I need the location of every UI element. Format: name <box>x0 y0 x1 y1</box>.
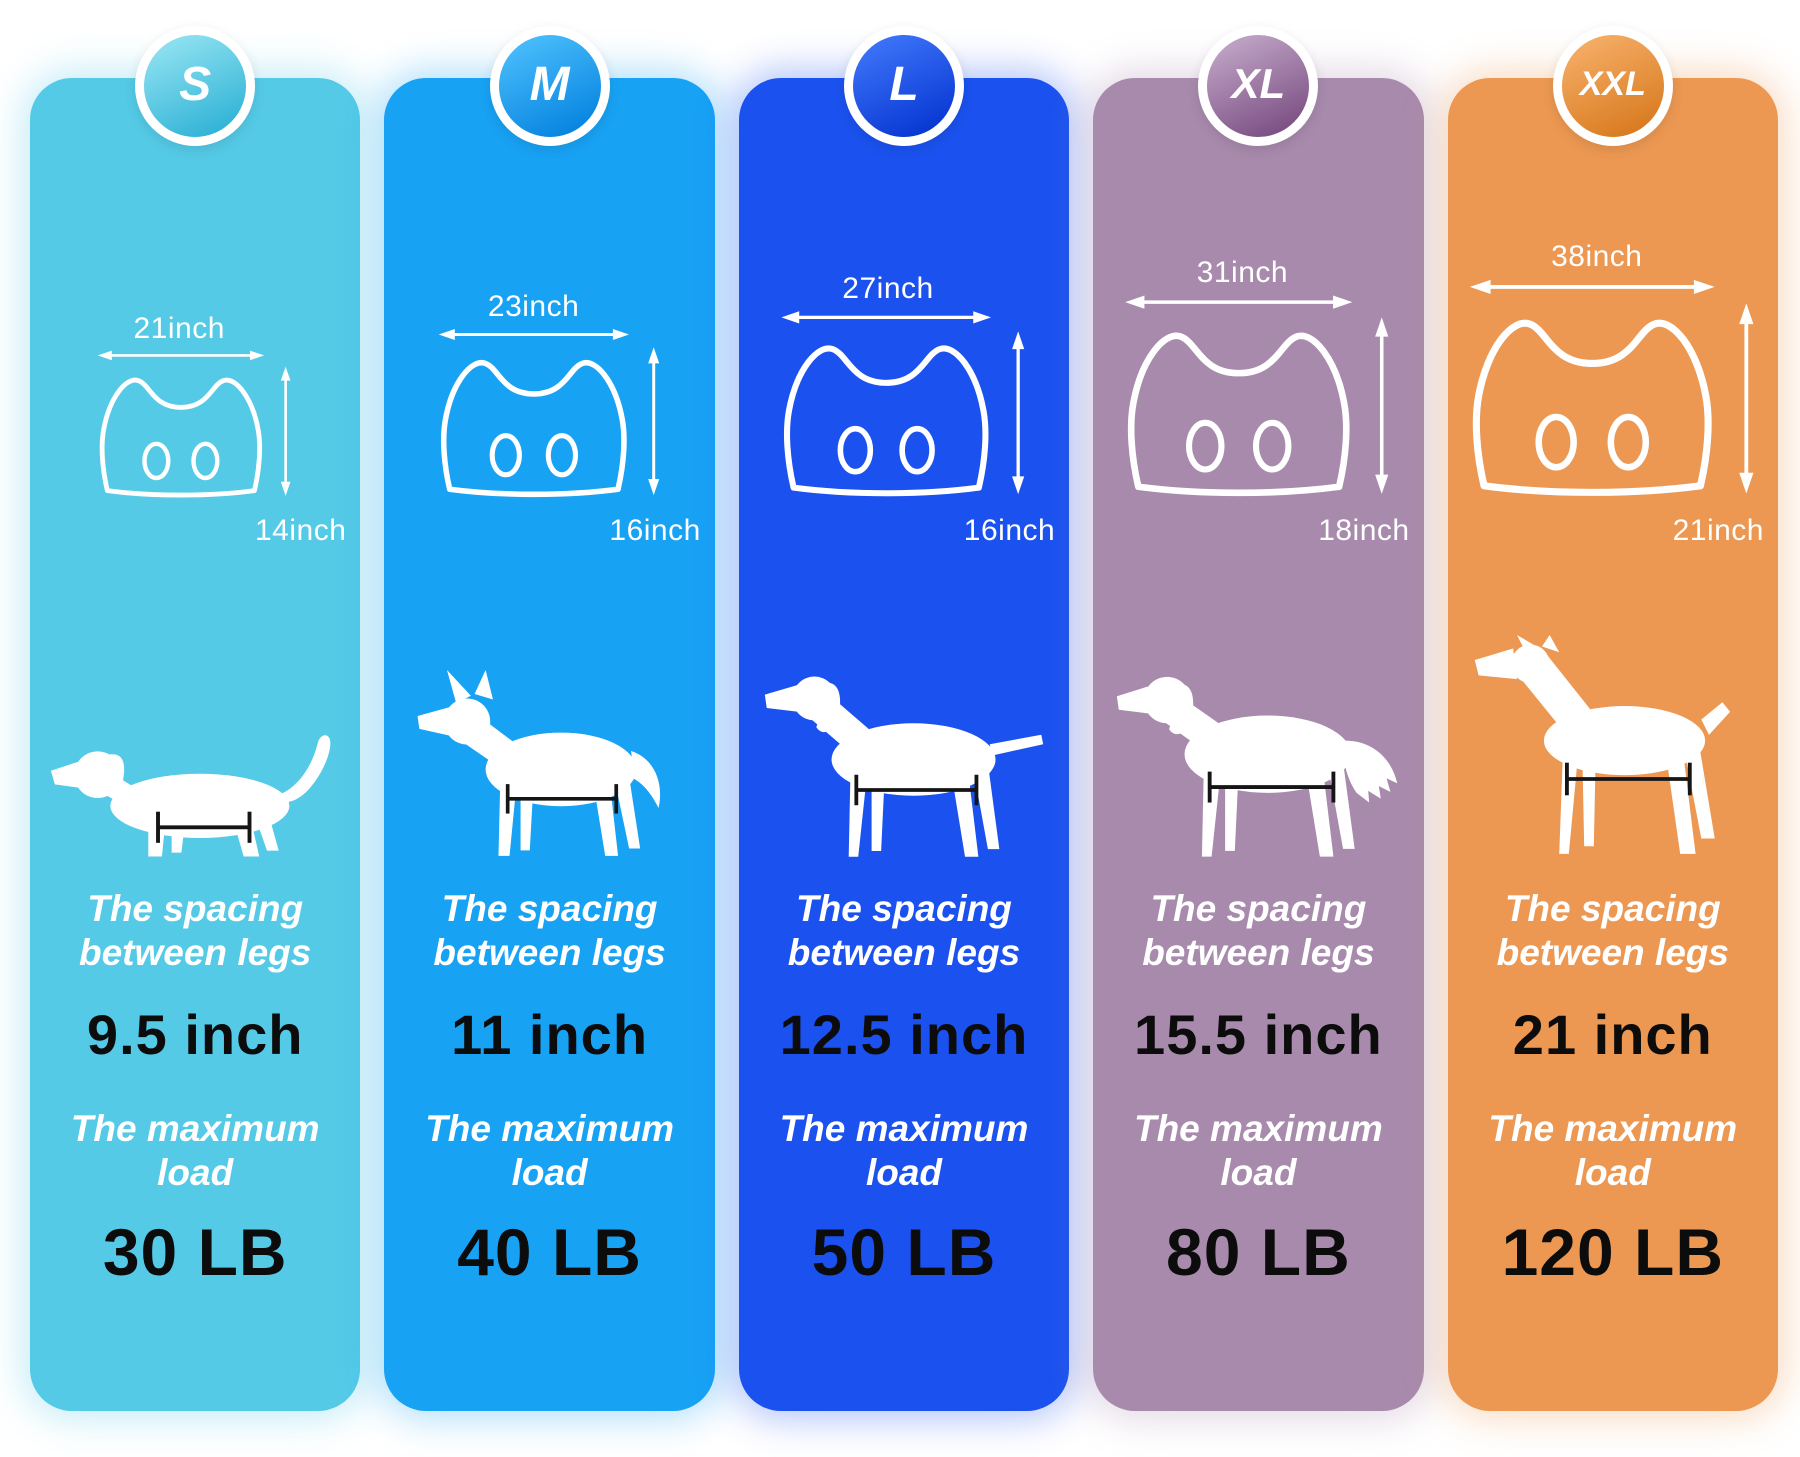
load-title: The maximum load <box>779 1107 1029 1194</box>
spacing-title: The spacing between legs <box>79 888 312 974</box>
harness-outline-icon <box>1460 276 1766 500</box>
size-card-l: L 27inch 16inch <box>738 26 1070 1411</box>
leg-spacing-measure-line <box>505 783 618 814</box>
harness-diagram: 21inch 14inch <box>30 108 360 556</box>
size-badge-label: XXL <box>1579 64 1646 103</box>
load-title: The maximum load <box>1488 1107 1738 1194</box>
harness-width-label: 31inch <box>1196 256 1289 290</box>
size-badge-label: L <box>889 57 919 111</box>
harness-width-label: 38inch <box>1551 239 1643 273</box>
load-title: The maximum load <box>425 1107 674 1194</box>
load-value: 50 LB <box>811 1214 997 1289</box>
harness-diagram: 38inch 21inch <box>1448 108 1778 556</box>
harness-width-label: 23inch <box>487 289 580 323</box>
load-title: The maximum load <box>1133 1107 1383 1194</box>
load-value: 120 LB <box>1501 1214 1724 1289</box>
dog-silhouette-retriever-icon <box>1117 676 1398 857</box>
harness-outline-icon <box>431 326 669 500</box>
dog-illustration <box>1448 556 1778 861</box>
size-badge-label: M <box>529 57 570 111</box>
harness-height-label: 21inch <box>1672 514 1764 547</box>
dog-silhouette-husky-icon <box>417 669 660 856</box>
size-badge-label: S <box>179 57 212 111</box>
load-value: 30 LB <box>102 1214 288 1289</box>
harness-outline-icon <box>773 308 1035 500</box>
spacing-title: The spacing between legs <box>1496 888 1729 974</box>
dog-illustration <box>739 556 1069 861</box>
dog-illustration <box>1093 556 1423 861</box>
harness-diagram: 27inch 16inch <box>739 108 1069 556</box>
size-card-xxl: XXL 38inch 21inch <box>1447 26 1778 1411</box>
size-badge-s: S <box>135 26 256 146</box>
leg-spacing-measure-line <box>156 811 252 843</box>
spacing-value: 12.5 inch <box>779 1002 1029 1066</box>
spacing-title: The spacing between legs <box>787 888 1021 974</box>
load-title: The maximum load <box>70 1107 320 1194</box>
load-value: 80 LB <box>1166 1214 1351 1289</box>
harness-diagram: 31inch 18inch <box>1093 108 1423 556</box>
harness-height-label: 18inch <box>1318 514 1410 547</box>
leg-spacing-measure-line <box>854 774 979 805</box>
harness-height-label: 16inch <box>609 514 701 547</box>
leg-spacing-measure-line <box>1564 763 1692 796</box>
harness-width-label: 21inch <box>133 311 225 345</box>
dog-silhouette-basset-icon <box>51 734 331 857</box>
spacing-title: The spacing between legs <box>1142 888 1375 974</box>
leg-spacing-measure-line <box>1208 771 1336 803</box>
dog-illustration <box>30 556 360 861</box>
spacing-value: 15.5 inch <box>1134 1002 1383 1066</box>
size-badge-l: L <box>843 26 964 146</box>
load-value: 40 LB <box>457 1214 642 1289</box>
size-badge-xxl: XXL <box>1552 26 1673 146</box>
harness-height-label: 16inch <box>963 514 1056 547</box>
size-card-s: S 21inch 14inch <box>30 26 361 1411</box>
size-badge-label: XL <box>1231 60 1286 107</box>
spacing-value: 21 inch <box>1512 1002 1713 1066</box>
harness-diagram: 23inch 16inch <box>384 108 714 556</box>
spacing-title: The spacing between legs <box>433 888 666 974</box>
dog-illustration <box>384 556 714 861</box>
size-card-xl: XL 31inch 18inch <box>1093 26 1424 1411</box>
harness-height-label: 14inch <box>254 514 347 547</box>
size-badge-xl: XL <box>1198 26 1319 146</box>
harness-width-label: 27inch <box>842 272 934 306</box>
size-badge-m: M <box>489 26 610 146</box>
spacing-value: 9.5 inch <box>86 1002 304 1066</box>
spacing-value: 11 inch <box>451 1002 649 1066</box>
size-card-m: M 23inch 16inch <box>384 26 715 1411</box>
dog-silhouette-doberman-icon <box>1474 635 1730 855</box>
harness-outline-icon <box>1116 292 1400 500</box>
harness-outline-icon <box>91 348 299 500</box>
dog-silhouette-pointer-icon <box>764 676 1044 857</box>
